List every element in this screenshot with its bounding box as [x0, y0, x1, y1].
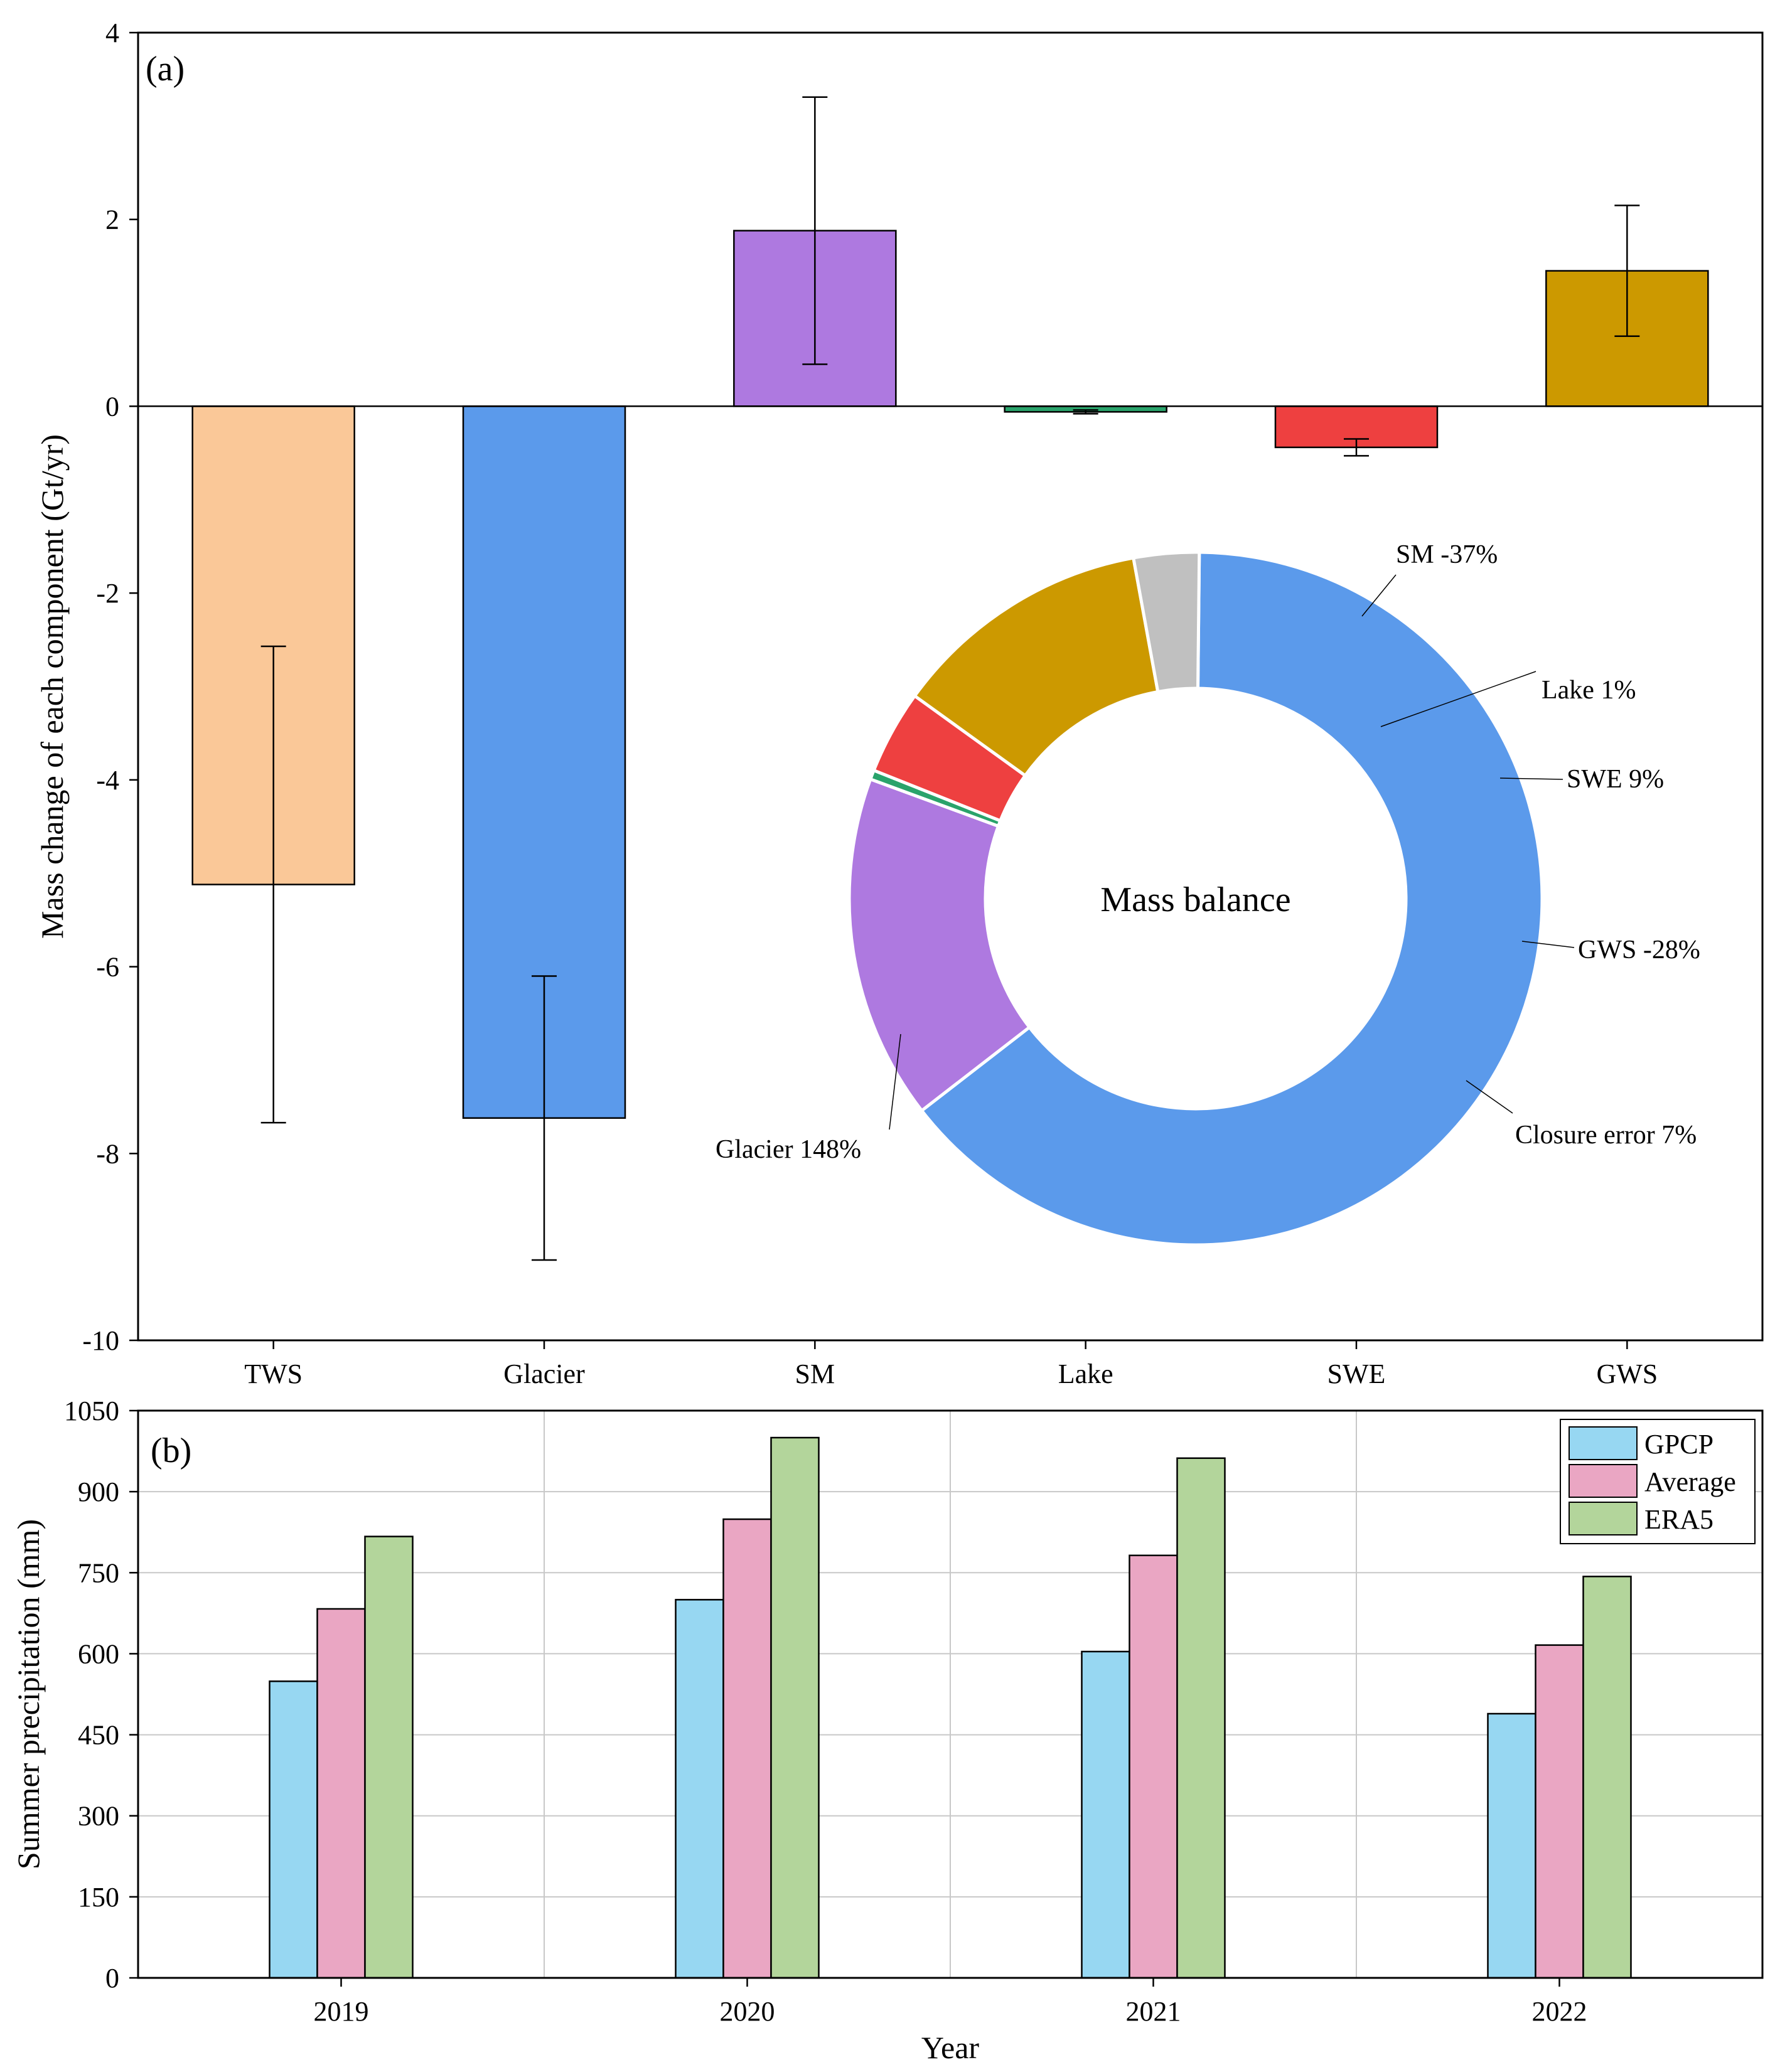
donut-slice-0 — [920, 550, 1544, 1247]
y-tick-label: -8 — [96, 1138, 119, 1169]
panel-a-y-axis-title: Mass change of each component (Gt/yr) — [35, 434, 70, 939]
bar-era5-2022 — [1582, 1576, 1632, 1979]
y-tick-label: 0 — [105, 391, 119, 422]
legend-swatch-era5 — [1569, 1502, 1638, 1535]
x-tick-label-2019: 2019 — [314, 1996, 369, 2027]
y-tick-label: -10 — [82, 1325, 119, 1356]
panel-b-x-axis-title: Year — [921, 2030, 979, 2065]
legend-swatch-gpcp — [1569, 1426, 1638, 1460]
slice-leader-line — [1380, 671, 1536, 727]
y-tick-label: -4 — [96, 765, 119, 796]
y-tick-label: 0 — [105, 1963, 119, 1994]
x-tick-label-sm: SM — [795, 1359, 835, 1389]
slice-label-1: SM -37% — [1396, 540, 1498, 569]
slice-label-2: Lake 1% — [1542, 676, 1636, 705]
legend-label-gpcp: GPCP — [1644, 1429, 1713, 1460]
y-tick-label: -6 — [96, 952, 119, 983]
panel-b-frame — [137, 1409, 1764, 1979]
panel-a-frame — [137, 31, 1764, 1342]
error-bar-sm — [802, 96, 828, 365]
slice-leader-line — [1499, 777, 1563, 780]
donut-slice-1 — [847, 777, 1032, 1113]
y-tick-label: 4 — [105, 18, 119, 48]
x-tick-label-2020: 2020 — [720, 1996, 775, 2027]
y-tick-label: 2 — [105, 205, 119, 235]
error-bar-glacier — [532, 975, 557, 1261]
legend-swatch-average — [1569, 1464, 1638, 1498]
y-tick-label: 1050 — [64, 1396, 119, 1426]
panel-b-y-axis-title: Summer precipitation (mm) — [11, 1519, 46, 1869]
slice-label-0: Glacier 148% — [716, 1135, 861, 1164]
bar-era5-2021 — [1176, 1457, 1226, 1979]
error-bar-gws — [1614, 205, 1640, 338]
slice-leader-line — [1521, 941, 1575, 948]
donut-slice-5 — [1131, 550, 1201, 694]
y-tick-label: 900 — [78, 1477, 119, 1507]
slice-label-5: Closure error 7% — [1515, 1121, 1697, 1150]
y-tick-label: 150 — [78, 1882, 119, 1913]
bar-gpcp-2021 — [1081, 1650, 1130, 1979]
bar-era5-2020 — [770, 1436, 820, 1979]
panel-a-label: (a) — [146, 50, 185, 88]
bar-gpcp-2022 — [1487, 1712, 1536, 1979]
bar-gpcp-2020 — [675, 1599, 724, 1979]
slice-leader-line — [1466, 1080, 1513, 1114]
slice-leader-line — [1361, 574, 1397, 617]
bar-gpcp-2019 — [269, 1680, 318, 1979]
error-bar-swe — [1344, 438, 1369, 457]
legend-label-average: Average — [1644, 1466, 1736, 1497]
x-tick-label-2022: 2022 — [1532, 1996, 1587, 2027]
x-tick-label-2021: 2021 — [1126, 1996, 1181, 2027]
x-tick-label-swe: SWE — [1327, 1359, 1386, 1389]
x-tick-label-gws: GWS — [1596, 1359, 1658, 1389]
y-tick-label: 450 — [78, 1720, 119, 1751]
legend: GPCP Average ERA5 — [1560, 1419, 1756, 1544]
error-bar-tws — [260, 645, 286, 1124]
y-tick-label: -2 — [96, 578, 119, 609]
bar-average-2020 — [722, 1518, 772, 1979]
y-tick-label: 750 — [78, 1557, 119, 1588]
x-tick-label-glacier: Glacier — [503, 1359, 585, 1389]
panel-b: 0 150 300 450 600 750 900 1050 2019 2020 2021 2022… — [11, 1396, 1764, 2065]
bar-average-2019 — [316, 1608, 366, 1979]
bar-era5-2019 — [364, 1535, 414, 1979]
legend-label-era5: ERA5 — [1644, 1504, 1713, 1535]
panel-a: Glacier 148% SM -37% Lake 1% SWE 9% GWS -28%… — [35, 18, 1764, 1389]
pie-center-label: Mass balance — [1100, 880, 1290, 919]
y-tick-label: 600 — [78, 1638, 119, 1669]
donut-slice-4 — [912, 556, 1160, 778]
slice-label-4: GWS -28% — [1578, 936, 1700, 964]
bar-average-2021 — [1129, 1554, 1178, 1979]
error-bar-lake — [1073, 409, 1098, 415]
x-tick-label-tws: TWS — [244, 1359, 303, 1389]
bar-average-2022 — [1535, 1644, 1584, 1979]
slice-label-3: SWE 9% — [1567, 765, 1664, 794]
slice-leader-line — [889, 1033, 901, 1130]
y-tick-label: 300 — [78, 1801, 119, 1832]
panel-b-label: (b) — [151, 1431, 191, 1470]
x-tick-label-lake: Lake — [1058, 1359, 1113, 1389]
